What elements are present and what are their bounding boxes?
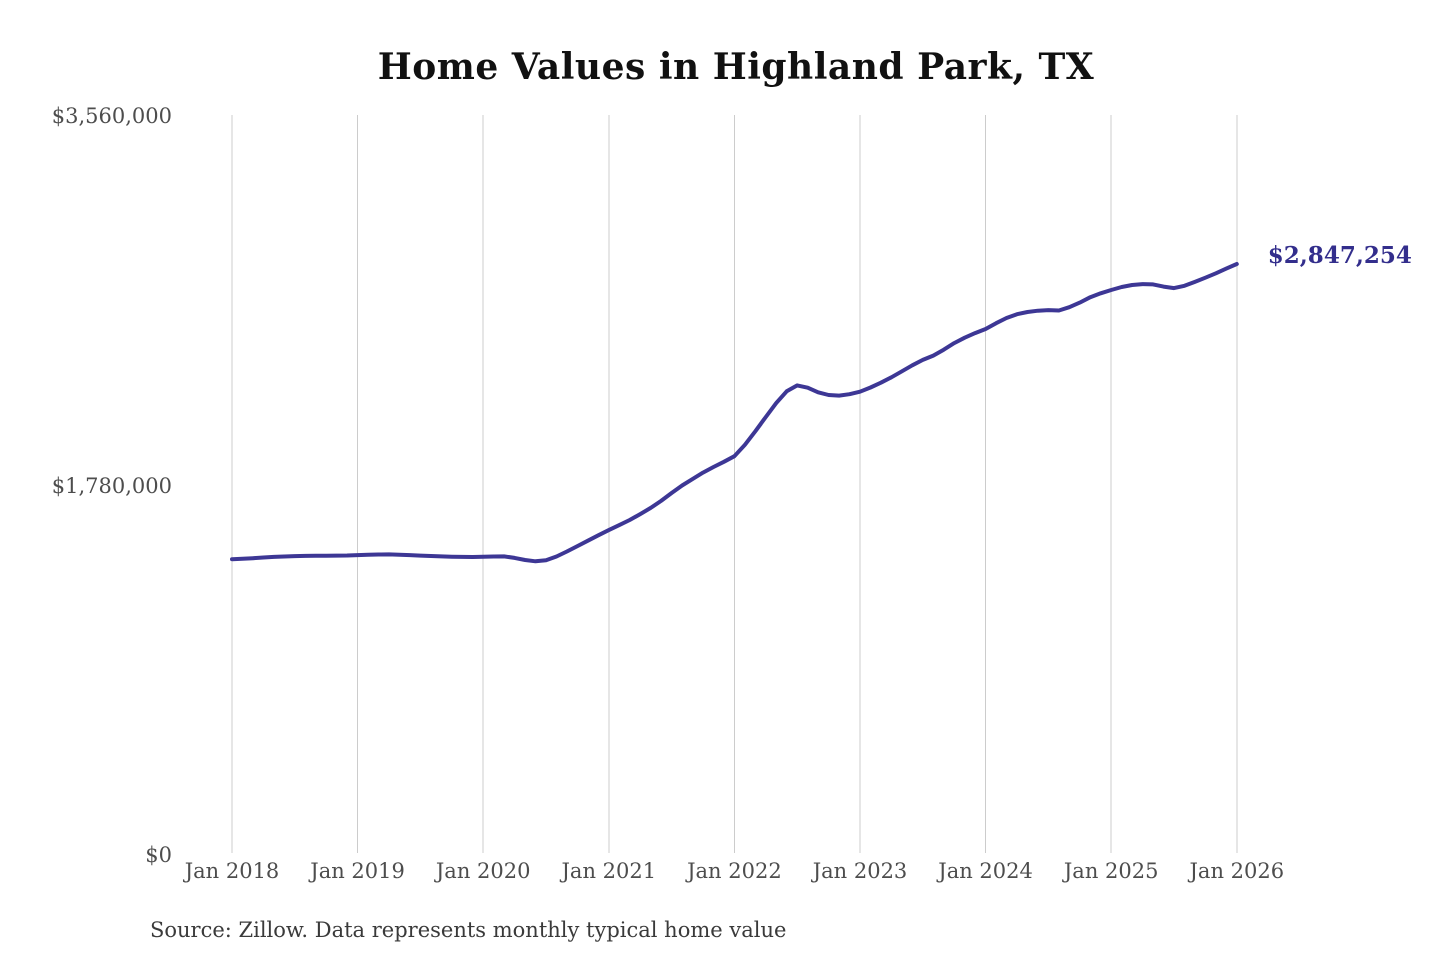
- x-tick-label: Jan 2020: [435, 859, 531, 883]
- end-value-label: $2,847,254: [1267, 241, 1412, 269]
- chart-title: Home Values in Highland Park, TX: [377, 46, 1095, 88]
- x-tick-label: Jan 2025: [1063, 859, 1159, 883]
- source-note: Source: Zillow. Data represents monthly …: [150, 918, 787, 942]
- x-tick-label: Jan 2019: [310, 859, 405, 883]
- y-tick-label: $1,780,000: [51, 473, 172, 498]
- x-tick-label: Jan 2024: [938, 859, 1033, 883]
- x-tick-label: Jan 2022: [687, 859, 782, 883]
- y-tick-label: $3,560,000: [51, 104, 172, 128]
- x-tick-label: Jan 2018: [184, 859, 280, 883]
- x-axis: Jan 2018 Jan 2019 Jan 2020 Jan 2021 Jan 2022…: [0, 856, 1440, 888]
- x-tick-label: Jan 2021: [561, 859, 657, 883]
- x-tick-label: Jan 2023: [812, 859, 908, 883]
- y-tick-label: $0: [145, 843, 172, 867]
- y-axis: $0 $1,780,000 $3,560,000: [0, 0, 172, 960]
- home-value-line: [230, 262, 1239, 564]
- x-tick-label: Jan 2026: [1189, 859, 1285, 883]
